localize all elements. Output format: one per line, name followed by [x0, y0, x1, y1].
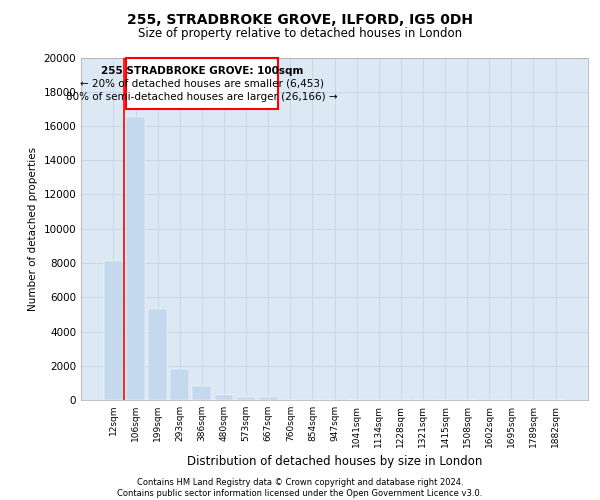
Bar — [193, 386, 211, 400]
Text: 255, STRADBROKE GROVE, ILFORD, IG5 0DH: 255, STRADBROKE GROVE, ILFORD, IG5 0DH — [127, 12, 473, 26]
Bar — [259, 396, 278, 400]
Bar — [126, 118, 145, 400]
Y-axis label: Number of detached properties: Number of detached properties — [28, 146, 38, 311]
Bar — [215, 395, 233, 400]
Text: Contains HM Land Registry data © Crown copyright and database right 2024.
Contai: Contains HM Land Registry data © Crown c… — [118, 478, 482, 498]
Text: ← 20% of detached houses are smaller (6,453): ← 20% of detached houses are smaller (6,… — [80, 78, 324, 88]
Bar — [104, 262, 123, 400]
Text: Size of property relative to detached houses in London: Size of property relative to detached ho… — [138, 28, 462, 40]
FancyBboxPatch shape — [125, 58, 278, 109]
Text: 255 STRADBROKE GROVE: 100sqm: 255 STRADBROKE GROVE: 100sqm — [101, 66, 303, 76]
Text: 80% of semi-detached houses are larger (26,166) →: 80% of semi-detached houses are larger (… — [66, 92, 338, 102]
Bar — [148, 309, 167, 400]
Bar — [170, 369, 189, 400]
X-axis label: Distribution of detached houses by size in London: Distribution of detached houses by size … — [187, 456, 482, 468]
Bar — [236, 396, 256, 400]
